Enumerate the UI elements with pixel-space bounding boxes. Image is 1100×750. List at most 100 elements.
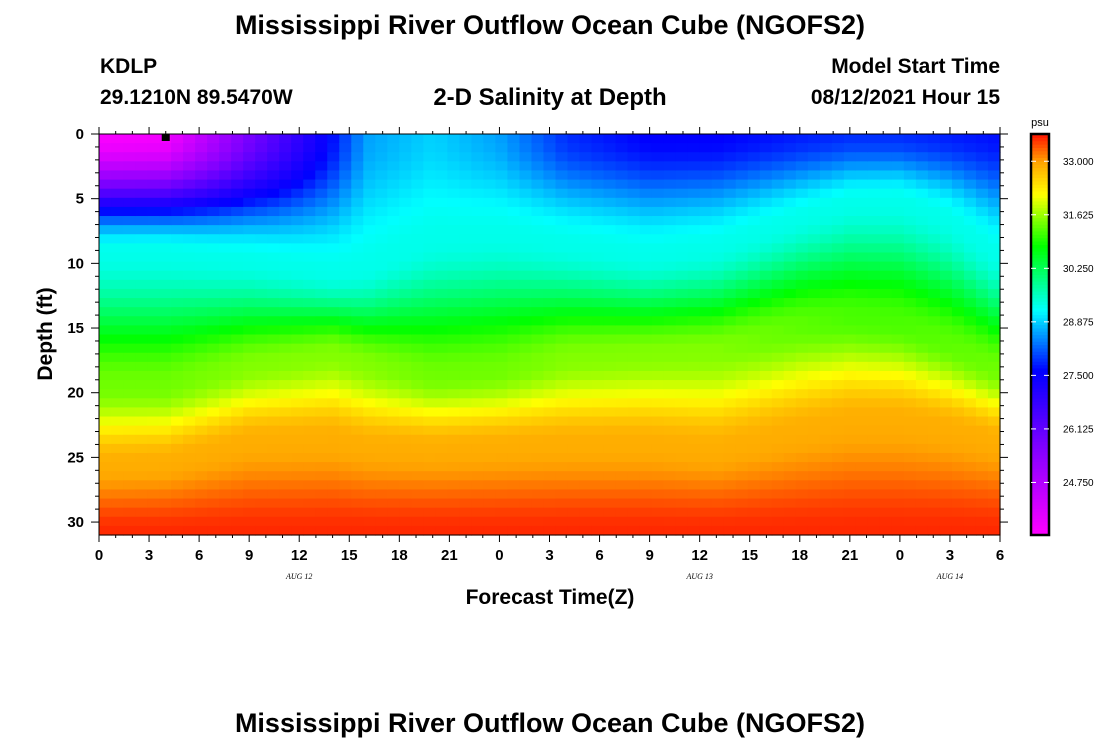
heatmap-cell: [579, 197, 593, 208]
heatmap-cell: [927, 188, 941, 199]
heatmap-cell: [675, 343, 689, 354]
heatmap-cell: [927, 234, 941, 244]
heatmap-cell: [171, 507, 184, 518]
heatmap-cell: [351, 407, 364, 418]
heatmap-cell: [555, 361, 569, 372]
heatmap-cell: [543, 279, 557, 290]
heatmap-cell: [663, 206, 677, 217]
colorbar-swatch: [1031, 194, 1049, 199]
y-tick-label: 30: [67, 514, 84, 531]
heatmap-cell: [519, 343, 533, 354]
heatmap-cell: [267, 216, 280, 226]
heatmap-cell: [579, 225, 593, 235]
heatmap-cell: [951, 179, 965, 190]
heatmap-cell: [735, 516, 749, 527]
heatmap-cell: [867, 352, 881, 363]
heatmap-cell: [267, 443, 280, 454]
heatmap-cell: [339, 334, 352, 345]
heatmap-cell: [963, 234, 977, 244]
heatmap-cell: [207, 480, 220, 491]
heatmap-cell: [759, 480, 773, 491]
heatmap-cell: [723, 170, 737, 181]
heatmap-cell: [975, 270, 989, 281]
heatmap-cell: [279, 298, 292, 308]
heatmap-cell: [327, 498, 340, 509]
heatmap-cell: [375, 179, 388, 190]
heatmap-cell: [111, 343, 124, 354]
heatmap-cell: [435, 480, 448, 491]
heatmap-cell: [291, 498, 304, 509]
heatmap-cell: [987, 498, 1001, 509]
heatmap-cell: [399, 325, 412, 336]
heatmap-cell: [111, 380, 124, 390]
heatmap-cell: [219, 471, 232, 481]
colorbar-swatch: [1031, 444, 1049, 449]
heatmap-cell: [615, 252, 629, 263]
heatmap-cell: [603, 507, 617, 518]
heatmap-cell: [291, 416, 304, 427]
heatmap-cell: [315, 197, 328, 208]
heatmap-cell: [723, 152, 737, 162]
heatmap-cell: [627, 261, 641, 272]
heatmap-cell: [567, 298, 581, 308]
colorbar-swatch: [1031, 154, 1049, 158]
heatmap-cell: [687, 316, 701, 326]
heatmap-cell: [903, 452, 917, 463]
heatmap-cell: [903, 489, 917, 500]
heatmap-cell: [951, 206, 965, 217]
heatmap-cell: [267, 480, 280, 491]
heatmap-cell: [867, 498, 881, 509]
heatmap-cell: [783, 243, 797, 254]
heatmap-cell: [867, 234, 881, 244]
heatmap-cell: [231, 261, 244, 272]
heatmap-cell: [219, 443, 232, 454]
heatmap-cell: [519, 225, 533, 235]
heatmap-cell: [699, 279, 713, 290]
colorbar-swatch: [1031, 381, 1049, 386]
heatmap-cell: [879, 188, 893, 199]
heatmap-cell: [255, 325, 268, 336]
heatmap-cell: [831, 425, 845, 436]
heatmap-cell: [567, 480, 581, 491]
heatmap-cell: [447, 152, 460, 162]
heatmap-cell: [855, 307, 869, 317]
heatmap-cell: [867, 343, 881, 354]
heatmap-cell: [147, 425, 160, 436]
heatmap-cell: [435, 352, 448, 363]
heatmap-cell: [207, 334, 220, 345]
heatmap-cell: [795, 407, 809, 418]
heatmap-cell: [471, 471, 485, 481]
heatmap-cell: [795, 507, 809, 518]
heatmap-cell: [627, 370, 641, 381]
heatmap-cell: [915, 370, 929, 381]
heatmap-cell: [939, 197, 953, 208]
heatmap-cell: [723, 325, 737, 336]
heatmap-cell: [615, 152, 629, 162]
heatmap-cell: [627, 298, 641, 308]
heatmap-cell: [423, 288, 436, 299]
heatmap-cell: [531, 443, 545, 454]
colorbar-swatch: [1031, 481, 1049, 486]
heatmap-cell: [267, 206, 280, 217]
heatmap-cell: [387, 407, 400, 418]
colorbar-swatch: [1031, 391, 1049, 396]
heatmap-cell: [807, 425, 821, 436]
heatmap-cell: [951, 234, 965, 244]
heatmap-cell: [711, 498, 725, 509]
heatmap-cell: [375, 507, 388, 518]
heatmap-cell: [855, 516, 869, 527]
heatmap-cell: [327, 343, 340, 354]
heatmap-cell: [795, 279, 809, 290]
heatmap-cell: [555, 279, 569, 290]
heatmap-cell: [615, 197, 629, 208]
heatmap-cell: [747, 334, 761, 345]
heatmap-cell: [843, 307, 857, 317]
heatmap-cell: [867, 216, 881, 226]
heatmap-cell: [639, 425, 653, 436]
heatmap-cell: [855, 216, 869, 226]
heatmap-cell: [819, 225, 833, 235]
heatmap-cell: [627, 152, 641, 162]
heatmap-cell: [363, 452, 376, 463]
heatmap-cell: [519, 243, 533, 254]
heatmap-cell: [867, 480, 881, 491]
